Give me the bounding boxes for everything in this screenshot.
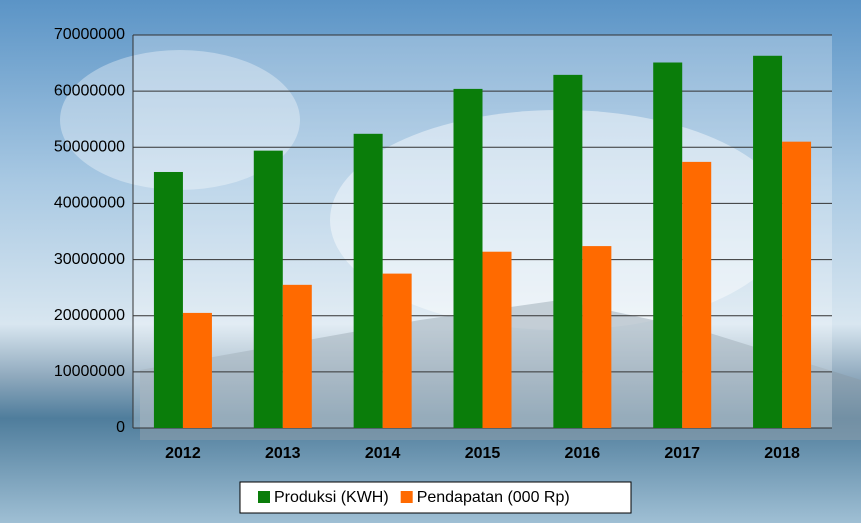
legend-box [239,481,632,514]
x-tick-label: 2018 [764,445,800,462]
x-tick-label: 2013 [265,445,301,462]
cloud [60,50,300,190]
legend-swatch [258,491,270,503]
x-tick-label: 2017 [664,445,700,462]
y-tick-label: 0 [116,419,125,436]
x-tick-label: 2012 [165,445,201,462]
bar [553,74,583,429]
bar [482,251,512,428]
bar [382,273,412,428]
bar [282,284,312,428]
y-tick-label: 30000000 [54,251,125,268]
y-tick-label: 60000000 [54,82,125,99]
y-tick-label: 70000000 [54,26,125,43]
y-tick-label: 40000000 [54,195,125,212]
x-tick-label: 2015 [465,445,501,462]
legend-label: Pendapatan (000 Rp) [417,489,570,506]
x-tick-label: 2016 [565,445,601,462]
bar [782,141,812,428]
y-tick-label: 20000000 [54,307,125,324]
legend-swatch [400,491,413,503]
bar [682,161,712,428]
bar [182,312,212,428]
x-tick-label: 2014 [365,445,401,462]
bar [153,171,183,428]
y-tick-label: 50000000 [54,139,125,156]
y-tick-label: 10000000 [54,363,125,380]
bar [753,55,783,428]
bar [353,133,383,428]
bar [453,88,483,428]
legend-label: Produksi (KWH) [274,489,389,506]
bar [582,246,612,428]
bar [253,150,283,428]
bar [653,62,683,428]
